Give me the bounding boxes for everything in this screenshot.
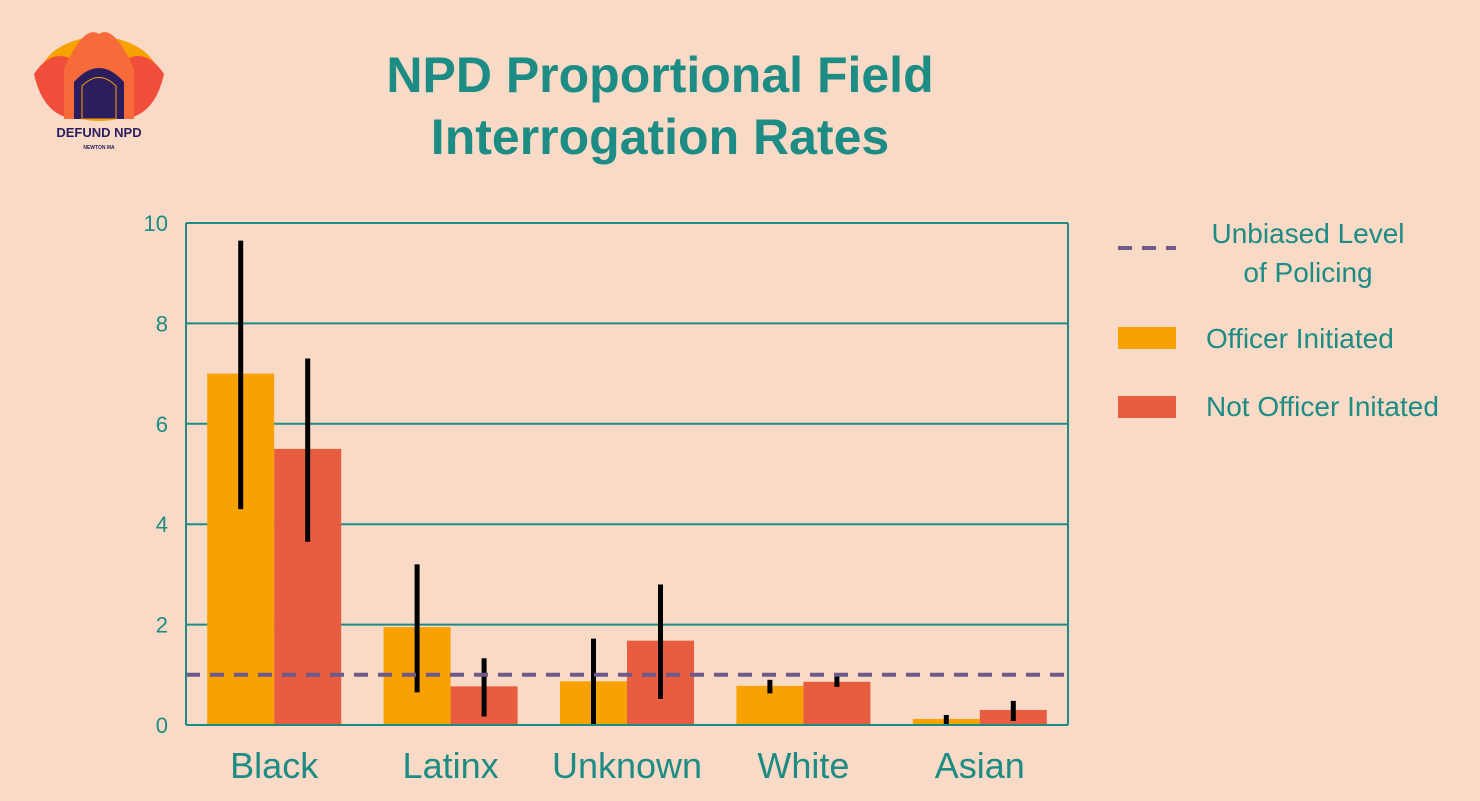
- x-category-label: Unknown: [552, 745, 702, 786]
- defund-npd-logo: DEFUND NPD NEWTON MA: [34, 32, 164, 151]
- title-line-2: Interrogation Rates: [430, 109, 890, 165]
- title-line-1: NPD Proportional Field: [386, 47, 934, 103]
- chart-title: NPD Proportional Field Interrogation Rat…: [260, 44, 1060, 168]
- legend-officer-label: Officer Initiated: [1206, 323, 1394, 354]
- legend: Unbiased Level of Policing Officer Initi…: [1118, 218, 1439, 422]
- legend-not-officer-label: Not Officer Initated: [1206, 391, 1439, 422]
- bar-white-not-officer: [803, 681, 871, 725]
- legend-not-officer-swatch: [1118, 396, 1176, 418]
- x-category-label: Latinx: [403, 745, 499, 786]
- y-tick-label: 0: [156, 713, 168, 738]
- x-category-label: Black: [230, 745, 319, 786]
- y-tick-label: 10: [144, 211, 168, 236]
- axes-layer: 0 2 4 6 8 10 Black Latinx Unknown White Asian: [144, 211, 1069, 786]
- legend-reference-label-2: of Policing: [1243, 257, 1372, 288]
- y-tick-label: 8: [156, 311, 168, 336]
- y-tick-label: 4: [156, 512, 168, 537]
- logo-subtext: NEWTON MA: [83, 145, 115, 151]
- y-tick-label: 2: [156, 613, 168, 638]
- x-category-label: White: [757, 745, 849, 786]
- logo-text: DEFUND NPD: [56, 125, 141, 140]
- lotus-arch-logo-icon: [34, 32, 164, 121]
- bars-layer: [207, 240, 1047, 725]
- legend-officer-swatch: [1118, 327, 1176, 349]
- x-category-label: Asian: [935, 745, 1025, 786]
- legend-reference-label-1: Unbiased Level: [1211, 218, 1404, 249]
- y-tick-label: 6: [156, 412, 168, 437]
